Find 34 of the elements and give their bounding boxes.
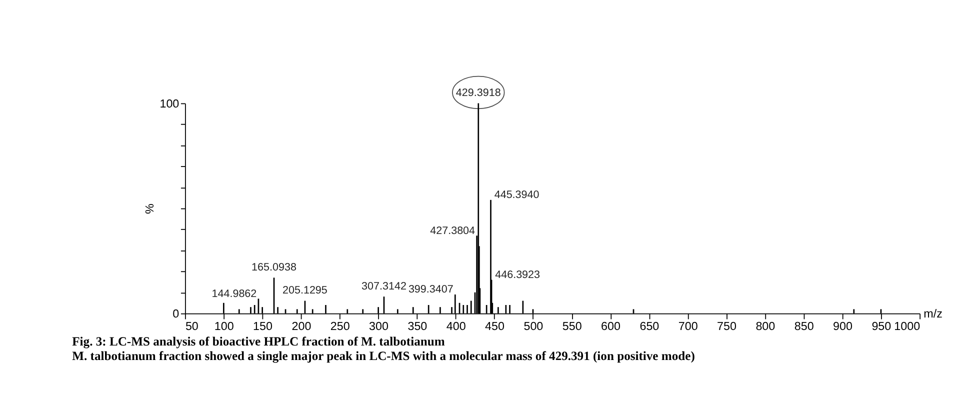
- y-tick-label: 0: [172, 307, 180, 320]
- x-tick-label: 900: [833, 320, 853, 334]
- x-axis-title: m/z: [924, 307, 943, 320]
- annotation: 427.3804: [430, 224, 476, 237]
- x-tick-label: 500: [524, 320, 544, 334]
- annotation: 307.3142: [362, 280, 406, 292]
- x-tick-label: 750: [717, 320, 737, 334]
- annotation: 144.9862: [212, 288, 257, 300]
- text: Fig. 3: LC-MS analysis of bioactive HPLC fraction of M. talbotianum: [72, 334, 446, 349]
- x-tick-label: 50: [185, 320, 199, 334]
- x-tick-label: 400: [446, 320, 466, 334]
- x-tick-label: 250: [330, 320, 350, 334]
- annotation: 165.0938: [252, 261, 296, 274]
- x-tick-label: 1000: [894, 320, 921, 334]
- annotation: 429.3918: [456, 87, 501, 100]
- x-tick-label: 350: [408, 320, 428, 334]
- x-tick-label: 100: [214, 320, 234, 334]
- x-tick-label: 700: [678, 320, 698, 334]
- x-tick-label: 800: [756, 320, 776, 334]
- annotation: 445.3940: [494, 189, 540, 202]
- x-tick-label: 450: [485, 320, 506, 334]
- x-tick-label: 850: [794, 320, 814, 334]
- x-tick-label: 200: [292, 320, 312, 334]
- annotation: 446.3923: [495, 268, 540, 281]
- x-tick-label: 150: [253, 320, 274, 334]
- x-tick-label: 550: [562, 320, 582, 334]
- annotation: 399.3407: [408, 284, 454, 296]
- y-axis-title: %: [143, 204, 156, 214]
- x-tick-label: 950: [872, 320, 892, 334]
- x-tick-label: 600: [601, 320, 621, 334]
- annotation: 205.1295: [282, 284, 328, 297]
- text: M. talbotianum fraction showed a single major peak in LC-MS with a molecular mass of 429.391 (ion positive mode): [72, 349, 695, 364]
- x-tick-label: 650: [640, 320, 660, 334]
- x-tick-label: 300: [369, 320, 390, 334]
